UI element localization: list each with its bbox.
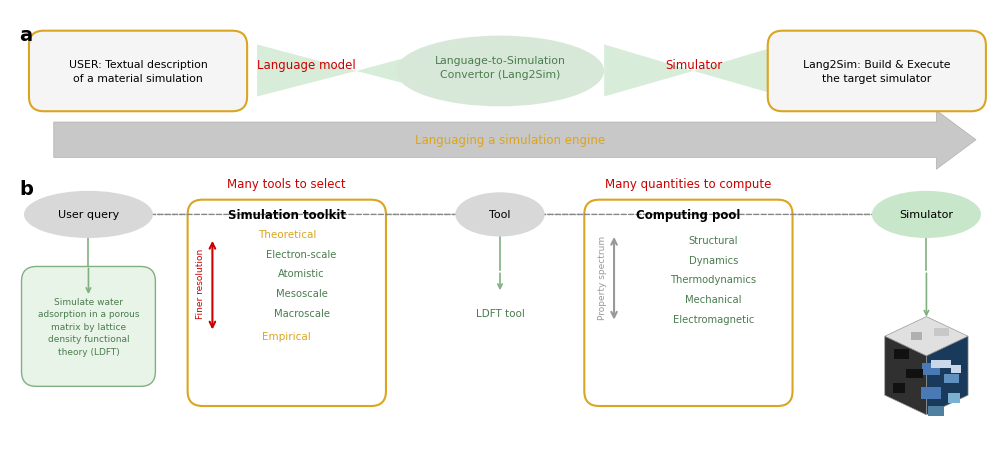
FancyBboxPatch shape bbox=[922, 363, 940, 375]
Text: Lang2Sim: Build & Execute
the target simulator: Lang2Sim: Build & Execute the target sim… bbox=[803, 60, 951, 84]
Text: Simulation toolkit: Simulation toolkit bbox=[228, 208, 346, 221]
Text: Thermodynamics: Thermodynamics bbox=[670, 275, 756, 285]
Text: USER: Textual description
of a material simulation: USER: Textual description of a material … bbox=[69, 60, 207, 84]
Text: Theoretical: Theoretical bbox=[258, 229, 316, 239]
FancyBboxPatch shape bbox=[931, 360, 951, 368]
FancyBboxPatch shape bbox=[188, 200, 386, 406]
Text: Many quantities to compute: Many quantities to compute bbox=[605, 178, 772, 191]
Text: Simulate water
adsorption in a porous
matrix by lattice
density functional
theor: Simulate water adsorption in a porous ma… bbox=[38, 298, 139, 356]
Ellipse shape bbox=[396, 37, 604, 107]
FancyBboxPatch shape bbox=[934, 329, 949, 337]
FancyBboxPatch shape bbox=[944, 374, 959, 384]
FancyBboxPatch shape bbox=[911, 333, 922, 340]
FancyBboxPatch shape bbox=[921, 387, 941, 399]
Text: Computing pool: Computing pool bbox=[636, 208, 741, 221]
FancyBboxPatch shape bbox=[906, 369, 923, 379]
Text: LDFT tool: LDFT tool bbox=[476, 308, 524, 318]
FancyBboxPatch shape bbox=[928, 406, 944, 416]
Text: Mesoscale: Mesoscale bbox=[276, 288, 328, 298]
Text: Electromagnetic: Electromagnetic bbox=[673, 314, 754, 324]
FancyBboxPatch shape bbox=[948, 393, 960, 403]
Text: User query: User query bbox=[58, 210, 119, 220]
Text: Simulator: Simulator bbox=[665, 59, 722, 71]
Text: Many tools to select: Many tools to select bbox=[227, 178, 346, 191]
Text: Language-to-Simulation
Convertor (Lang2Sim): Language-to-Simulation Convertor (Lang2S… bbox=[435, 56, 565, 80]
Text: Simulator: Simulator bbox=[899, 210, 953, 220]
Text: a: a bbox=[19, 26, 32, 45]
Polygon shape bbox=[885, 317, 968, 356]
Polygon shape bbox=[604, 45, 693, 97]
FancyBboxPatch shape bbox=[768, 31, 986, 112]
FancyBboxPatch shape bbox=[951, 365, 961, 373]
FancyBboxPatch shape bbox=[893, 384, 905, 393]
Text: Languaging a simulation engine: Languaging a simulation engine bbox=[415, 134, 605, 147]
Polygon shape bbox=[926, 337, 968, 415]
Text: Property spectrum: Property spectrum bbox=[598, 236, 607, 320]
Text: Mechanical: Mechanical bbox=[685, 294, 741, 304]
Ellipse shape bbox=[455, 193, 545, 237]
Text: Electron-scale: Electron-scale bbox=[266, 249, 337, 259]
Text: b: b bbox=[19, 179, 33, 198]
Text: Empirical: Empirical bbox=[262, 332, 311, 341]
Text: Finer resolution: Finer resolution bbox=[196, 248, 205, 318]
Ellipse shape bbox=[24, 191, 153, 238]
Polygon shape bbox=[356, 45, 455, 97]
Text: Dynamics: Dynamics bbox=[689, 255, 738, 265]
Polygon shape bbox=[54, 111, 976, 170]
Polygon shape bbox=[885, 337, 926, 415]
Text: Atomistic: Atomistic bbox=[278, 269, 325, 279]
FancyBboxPatch shape bbox=[22, 267, 155, 387]
Ellipse shape bbox=[872, 191, 981, 238]
Text: Tool: Tool bbox=[489, 210, 511, 220]
Text: Structural: Structural bbox=[688, 236, 738, 246]
FancyBboxPatch shape bbox=[894, 349, 909, 359]
Polygon shape bbox=[693, 45, 783, 97]
Polygon shape bbox=[257, 45, 356, 97]
Text: Language model: Language model bbox=[257, 59, 356, 71]
Text: Macroscale: Macroscale bbox=[274, 308, 330, 318]
FancyBboxPatch shape bbox=[29, 31, 247, 112]
FancyBboxPatch shape bbox=[584, 200, 793, 406]
